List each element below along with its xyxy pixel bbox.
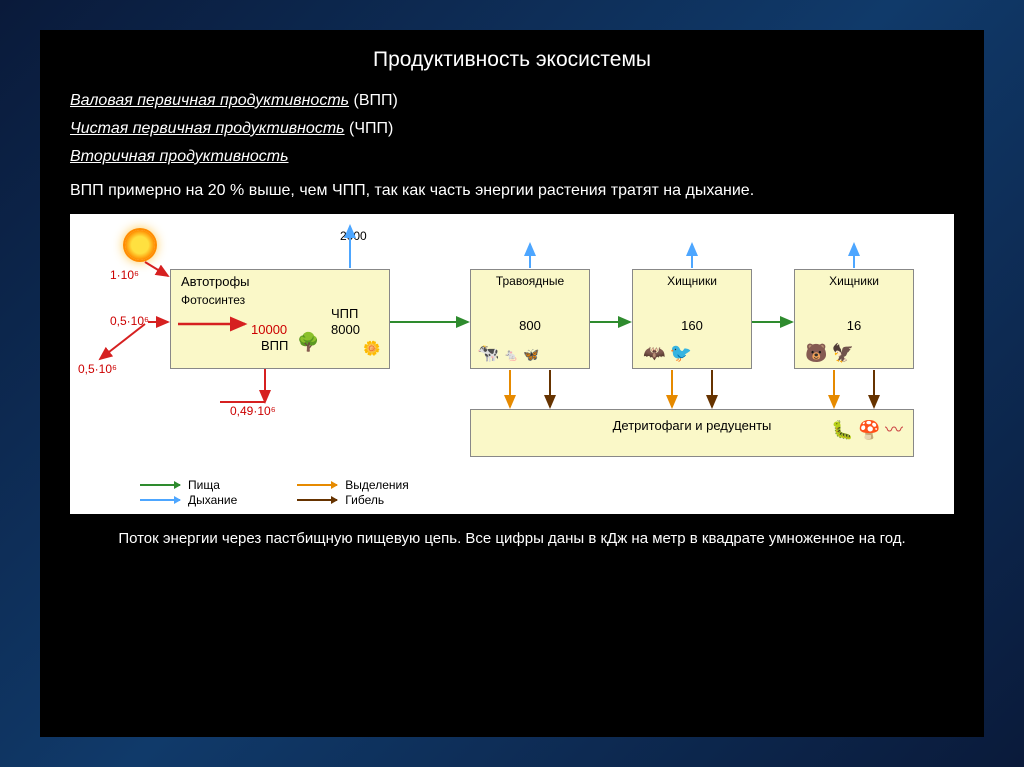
sun-energy-label: 1·10⁶ — [110, 268, 139, 282]
legend-excretion-label: Выделения — [345, 478, 408, 492]
bird-icon: 🐦 — [670, 343, 692, 364]
def-secondary: Вторичная продуктивность — [70, 148, 954, 166]
microbe-icon: 〰 — [885, 416, 903, 442]
legend-breath-label: Дыхание — [188, 493, 237, 507]
legend: .leg-arrow[style*='2e8b2e']::after{borde… — [140, 477, 409, 508]
predators2-value: 16 — [799, 318, 909, 333]
predators2-title: Хищники — [799, 274, 909, 288]
def-vpp: Валовая первичная продуктивность (ВПП) — [70, 92, 954, 110]
legend-breath: .leg-arrow[style*='4da6ff']::after{borde… — [140, 493, 237, 507]
predators1-value: 160 — [637, 318, 747, 333]
energy-flow-diagram: Автотрофы Фотосинтез 10000 ВПП ЧПП 8000 … — [70, 214, 954, 514]
herbivores-value: 800 — [475, 318, 585, 333]
legend-death-label: Гибель — [345, 493, 384, 507]
absorb-label: 0,5·10⁶ — [110, 314, 149, 328]
respiration-label: 2000 — [340, 229, 367, 243]
legend-death: .leg-arrow[style*='663300']::after{borde… — [297, 493, 408, 507]
box-detritus: Детритофаги и редуценты 🐛 🍄 〰 — [470, 409, 914, 457]
vpp-label: ВПП — [261, 338, 288, 353]
reflect-label: 0,5·10⁶ — [78, 362, 117, 376]
bear-icon: 🐻 — [805, 343, 827, 364]
box-predators2: Хищники 16 🐻 🦅 — [794, 269, 914, 369]
def-vpp-term: Валовая первичная продуктивность — [70, 92, 349, 109]
def-vpp-abbr: (ВПП) — [354, 92, 398, 109]
chpp-label: ЧПП — [331, 306, 358, 321]
def-chpp-term: Чистая первичная продуктивность — [70, 120, 345, 137]
box-predators1: Хищники 160 🦇 🐦 — [632, 269, 752, 369]
bat-icon: 🦇 — [643, 343, 665, 364]
tree-icon: 🌳 — [297, 332, 319, 353]
slide: Продуктивность экосистемы Валовая первич… — [40, 30, 984, 737]
autotrophs-sub: Фотосинтез — [181, 293, 385, 307]
worm-icon: 🐛 — [831, 420, 853, 441]
predators1-title: Хищники — [637, 274, 747, 288]
vpp-value: 10000 — [251, 322, 287, 337]
chpp-value: 8000 — [331, 322, 360, 337]
box-herbivores: Травоядные 800 🐄 🐁 🦋 — [470, 269, 590, 369]
mouse-icon: 🐁 — [504, 348, 519, 362]
def-chpp: Чистая первичная продуктивность (ЧПП) — [70, 120, 954, 138]
autotrophs-title: Автотрофы — [181, 274, 385, 289]
herbivores-title: Травоядные — [475, 274, 585, 288]
flower-icon: 🌼 — [363, 340, 380, 357]
def-chpp-abbr: (ЧПП) — [349, 120, 393, 137]
mushroom-icon: 🍄 — [858, 420, 880, 441]
note-text: ВПП примерно на 20 % выше, чем ЧПП, так … — [70, 180, 954, 202]
slide-title: Продуктивность экосистемы — [70, 48, 954, 72]
legend-food-label: Пища — [188, 478, 220, 492]
legend-food: .leg-arrow[style*='2e8b2e']::after{borde… — [140, 478, 237, 492]
box-autotrophs: Автотрофы Фотосинтез 10000 ВПП ЧПП 8000 … — [170, 269, 390, 369]
heat-label: 0,49·10⁶ — [230, 404, 276, 418]
def-secondary-term: Вторичная продуктивность — [70, 148, 289, 165]
legend-excretion: .leg-arrow[style*='e68a00']::after{borde… — [297, 478, 408, 492]
cow-icon: 🐄 — [477, 343, 499, 364]
caption-text: Поток энергии через пастбищную пищевую ц… — [70, 528, 954, 549]
sun-icon — [125, 230, 155, 260]
butterfly-icon: 🦋 — [523, 347, 539, 363]
eagle-icon: 🦅 — [832, 343, 854, 364]
